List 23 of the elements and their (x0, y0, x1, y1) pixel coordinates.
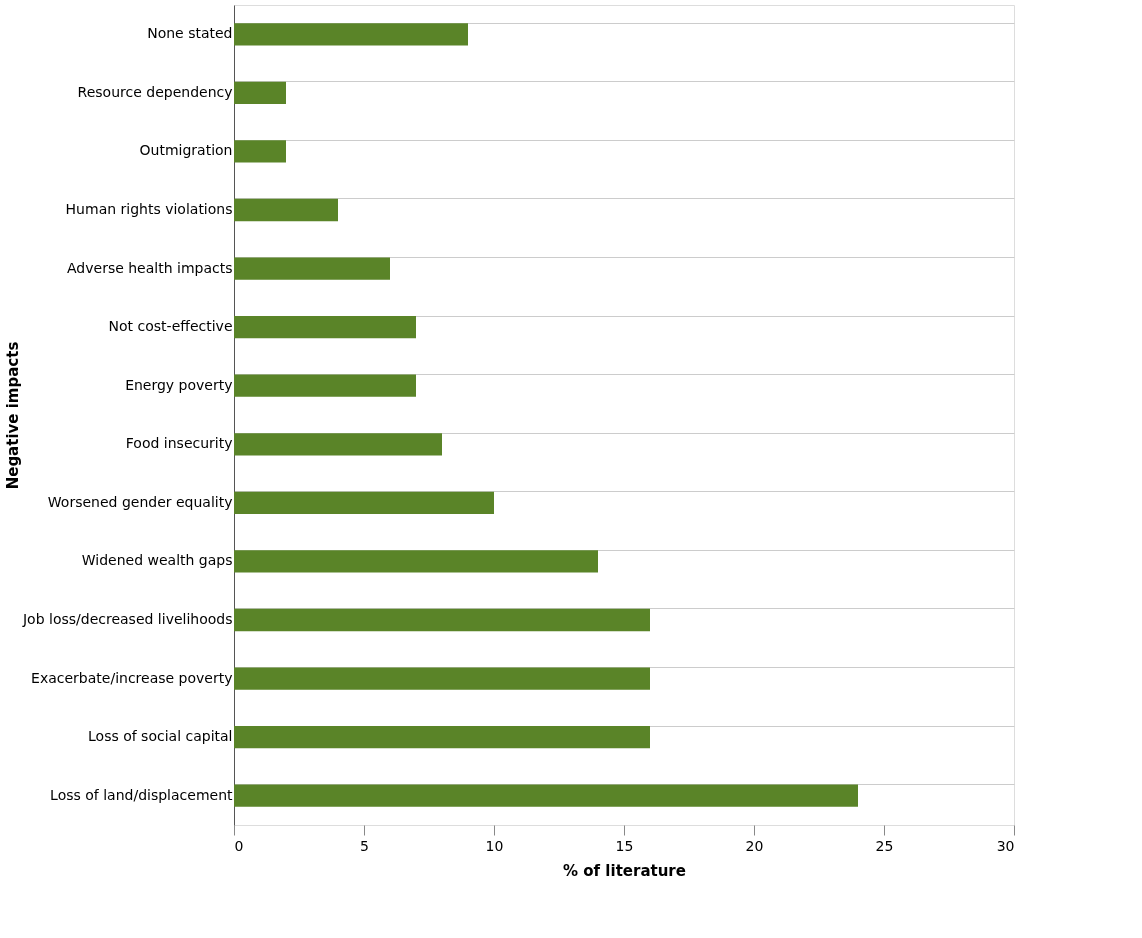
y-tick-label: Human rights violations (65, 201, 233, 217)
y-tick-label: Loss of land/displacement (50, 786, 233, 803)
y-tick-label: Not cost-effective (108, 318, 233, 335)
x-tick-label: 0 (234, 837, 244, 854)
x-tick-label: 25 (875, 837, 894, 854)
x-tick-label: 15 (615, 837, 634, 854)
y-axis-title: Negative impacts (3, 341, 22, 490)
y-tick-label: Job loss/decreased livelihoods (21, 611, 233, 627)
y-tick-label: Food insecurity (125, 435, 233, 452)
y-tick-label: Adverse health impacts (67, 259, 233, 276)
y-tick-label: Widened wealth gaps (81, 552, 233, 569)
y-tick-label: Worsened gender equality (47, 493, 233, 510)
x-tick-label: 10 (485, 837, 504, 854)
x-axis-title: % of literature (563, 861, 686, 880)
y-tick-label: Outmigration (139, 142, 233, 159)
y-tick-label: None stated (147, 25, 233, 42)
x-tick-label: 5 (360, 837, 369, 854)
y-tick-label: Exacerbate/increase poverty (31, 669, 233, 686)
x-tick-label: 30 (996, 837, 1015, 854)
y-tick-label: Energy poverty (125, 376, 233, 393)
x-tick-label: 20 (745, 837, 764, 854)
y-tick-label: Loss of social capital (88, 728, 233, 745)
y-tick-label: Resource dependency (77, 83, 233, 100)
